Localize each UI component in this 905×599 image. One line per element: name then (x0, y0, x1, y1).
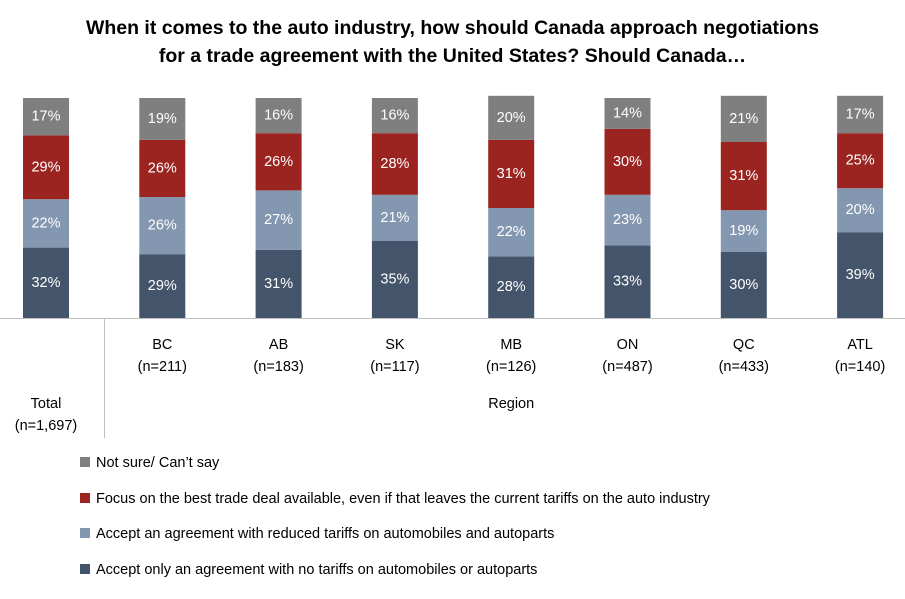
bar-segment (720, 252, 767, 318)
data-label: 22% (31, 215, 60, 231)
data-label: 20% (846, 202, 875, 218)
bar-segment (255, 190, 302, 250)
bar-segment (837, 95, 884, 134)
chart-title: When it comes to the auto industry, how … (0, 14, 905, 70)
data-label: 27% (264, 212, 293, 228)
data-label: 16% (264, 108, 293, 124)
legend-label: Accept only an agreement with no tariffs… (96, 561, 538, 578)
data-label: 29% (31, 159, 60, 175)
category-sample-size: (n=1,697) (15, 418, 77, 434)
data-label: 17% (846, 107, 875, 123)
bar-segment (720, 95, 767, 142)
data-label: 29% (148, 278, 177, 294)
data-label: 16% (380, 108, 409, 124)
bar-segment (604, 128, 651, 195)
data-label: 28% (497, 279, 526, 295)
bar-segment (720, 142, 767, 211)
legend-swatch (80, 457, 90, 467)
bar-segment (139, 254, 186, 318)
legend-item: Accept an agreement with reduced tariffs… (80, 525, 554, 543)
category-sample-size: (n=140) (835, 359, 885, 375)
bar-segment (139, 98, 186, 140)
bar-segment (488, 139, 535, 208)
data-label: 39% (846, 267, 875, 283)
group-label-region: Region (488, 396, 534, 412)
legend-swatch (80, 528, 90, 538)
data-label: 21% (729, 111, 758, 127)
bar-segment (604, 98, 651, 129)
category-label: AB (269, 337, 288, 353)
category-label: ATL (847, 337, 873, 353)
bar-segment (139, 139, 186, 197)
legend-item: Focus on the best trade deal available, … (80, 490, 710, 508)
bar-segment (488, 256, 535, 318)
legend-item: Accept only an agreement with no tariffs… (80, 561, 537, 579)
data-label: 30% (613, 154, 642, 170)
data-label: 14% (613, 105, 642, 121)
legend-swatch (80, 492, 90, 503)
category-label: QC (733, 337, 755, 353)
bar-segment (488, 208, 535, 257)
legend-label: Focus on the best trade deal available, … (96, 490, 710, 507)
bar-segment (255, 133, 302, 191)
chart-title-line-1: When it comes to the auto industry, how … (85, 17, 820, 39)
category-sample-size: (n=433) (719, 359, 769, 375)
legend-label: Not sure/ Can’t say (96, 455, 220, 471)
bar-segment (488, 95, 535, 140)
stacked-bar-chart: 32% 22% 29% 17% 29% 26% 26% 19% 31% 27% 26% 16% 35% 2… (0, 95, 905, 438)
category-label: ON (617, 337, 639, 353)
chart-title-line-2: for a trade agreement with the United St… (158, 45, 747, 67)
data-label: 31% (729, 168, 758, 184)
category-sample-size: (n=183) (253, 359, 303, 375)
data-label: 21% (380, 210, 409, 226)
bar-segment (371, 241, 418, 318)
bar-segment (604, 194, 651, 246)
bar-segment (23, 98, 69, 136)
legend-label: Accept an agreement with reduced tariffs… (96, 526, 555, 542)
bar-segment (604, 245, 651, 318)
data-label: 32% (31, 275, 60, 291)
category-sample-size: (n=487) (602, 359, 652, 375)
category-label: SK (385, 337, 405, 353)
data-label: 19% (729, 223, 758, 239)
data-label: 33% (613, 274, 642, 290)
category-label: BC (152, 337, 172, 353)
data-label: 31% (264, 276, 293, 292)
category-label: Total (31, 396, 62, 412)
bar-segment (255, 98, 302, 134)
data-label: 25% (846, 153, 875, 169)
category-label: MB (500, 337, 522, 353)
data-label: 31% (497, 166, 526, 182)
bar-segment (23, 247, 69, 318)
category-sample-size: (n=211) (138, 359, 187, 375)
category-sample-size: (n=117) (370, 359, 419, 375)
data-label: 28% (380, 156, 409, 172)
data-label: 30% (729, 277, 758, 293)
data-label: 26% (148, 160, 177, 176)
data-label: 20% (497, 110, 526, 126)
data-label: 19% (148, 111, 177, 127)
bar-segment (23, 199, 69, 248)
bar-segment (837, 133, 884, 189)
bar-segment (837, 232, 884, 318)
bar-segment (720, 210, 767, 252)
data-label: 22% (497, 224, 526, 240)
bar-segment (255, 249, 302, 318)
bar-segment (371, 194, 418, 241)
bar-segment (837, 188, 884, 233)
bar-segment (371, 133, 418, 195)
bar-segment (23, 135, 69, 200)
data-label: 17% (31, 109, 60, 125)
legend-swatch (80, 563, 90, 574)
data-label: 26% (148, 218, 177, 234)
bar-segment (139, 197, 186, 255)
bar-segment (371, 98, 418, 134)
data-label: 23% (613, 212, 642, 228)
legend-item: Not sure/ Can’t say (80, 454, 219, 472)
data-label: 35% (380, 272, 409, 288)
data-label: 26% (264, 154, 293, 170)
category-sample-size: (n=126) (486, 359, 536, 375)
